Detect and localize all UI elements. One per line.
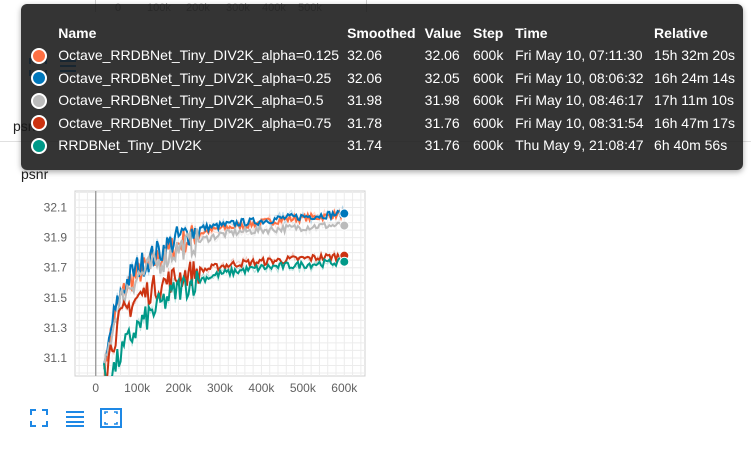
chart-axes: 31.1 31.3 31.5 31.7 31.9 32.1 0 100k 200k 300k 400… [44, 191, 358, 395]
cell-value: 32.06 [424, 47, 460, 64]
tooltip-row: Octave_RRDBNet_Tiny_DIV2K_alpha=0.125 32.… [31, 44, 743, 67]
cell-value: 31.76 [424, 137, 460, 154]
cell-swatch [31, 89, 58, 112]
y-tick-label: 31.9 [44, 231, 68, 245]
header-relative: Relative [654, 25, 708, 41]
cell-time: Thu May 9, 21:08:47 [515, 137, 644, 154]
chart-controls [28, 407, 122, 429]
x-tick-label: 500k [290, 381, 317, 395]
y-tick-label: 31.7 [44, 261, 68, 275]
tooltip-row: Octave_RRDBNet_Tiny_DIV2K_alpha=0.75 31.7… [31, 112, 743, 135]
cell-value: 31.76 [424, 114, 460, 131]
y-tick-label: 31.3 [44, 321, 68, 335]
header-time: Time [515, 25, 548, 41]
y-tick-label: 31.5 [44, 291, 68, 305]
cell-smoothed: 32.06 [347, 69, 383, 86]
x-tick-label: 600k [331, 381, 358, 395]
cell-smoothed: 31.74 [347, 137, 383, 154]
cell-smoothed: 31.78 [347, 114, 383, 131]
cell-time: Fri May 10, 08:06:32 [515, 69, 644, 86]
series-endpoint [339, 256, 350, 267]
cell-name: RRDBNet_Tiny_DIV2K [58, 137, 202, 154]
tooltip-row: Octave_RRDBNet_Tiny_DIV2K_alpha=0.25 32.0… [31, 67, 743, 90]
cell-value: 31.98 [424, 92, 460, 109]
series-endpoints [339, 208, 350, 267]
cell-step: 600k [472, 114, 504, 131]
cell-relative: 16h 47m 17s [654, 114, 735, 131]
psnr-line-chart[interactable]: 31.1 31.3 31.5 31.7 31.9 32.1 0 100k 200k 300k 400… [0, 180, 380, 395]
x-tick-label: 100k [124, 381, 151, 395]
y-tick-label: 31.1 [44, 351, 68, 365]
fit-domain-button[interactable] [100, 407, 122, 429]
cell-name: Octave_RRDBNet_Tiny_DIV2K_alpha=0.125 [58, 47, 340, 64]
cell-swatch [31, 67, 58, 90]
data-table-button[interactable] [64, 407, 86, 429]
cell-name: Octave_RRDBNet_Tiny_DIV2K_alpha=0.5 [58, 92, 324, 109]
cell-swatch [31, 112, 58, 135]
cell-smoothed: 31.98 [347, 92, 383, 109]
series-color-swatch [31, 115, 47, 132]
cell-relative: 15h 32m 20s [654, 47, 735, 64]
cell-time: Fri May 10, 07:11:30 [515, 47, 643, 64]
data-table-icon [66, 411, 84, 427]
series-endpoint [339, 208, 350, 219]
cell-swatch [31, 44, 58, 67]
series-line [103, 208, 345, 376]
series-color-swatch [31, 47, 47, 64]
cell-relative: 17h 11m 10s [654, 92, 734, 109]
series-color-swatch [31, 70, 47, 87]
cell-swatch [31, 134, 58, 157]
tooltip-row: Octave_RRDBNet_Tiny_DIV2K_alpha=0.5 31.98… [31, 89, 743, 112]
x-tick-label: 300k [207, 381, 234, 395]
tooltip-table: Name Smoothed Value Step Time Relative O… [31, 22, 743, 157]
smoothed-series-layer [103, 208, 346, 376]
cell-value: 32.05 [424, 69, 460, 86]
y-tick-label: 32.1 [44, 201, 68, 215]
header-value: Value [424, 25, 462, 41]
cell-name: Octave_RRDBNet_Tiny_DIV2K_alpha=0.25 [58, 69, 332, 86]
fit-domain-icon [100, 408, 122, 428]
x-tick-label: 400k [248, 381, 275, 395]
series-line [103, 221, 346, 370]
x-tick-label: 0 [92, 381, 99, 395]
series-line [106, 251, 346, 376]
header-smoothed: Smoothed [347, 25, 416, 41]
tooltip-header-row: Name Smoothed Value Step Time Relative [31, 22, 743, 44]
cell-name: Octave_RRDBNet_Tiny_DIV2K_alpha=0.75 [58, 114, 332, 131]
fullscreen-button[interactable] [28, 407, 50, 429]
tooltip-row: RRDBNet_Tiny_DIV2K 31.74 31.76 600k Thu May … [31, 134, 743, 157]
series-color-swatch [31, 137, 47, 154]
series-endpoint [339, 220, 350, 231]
cell-time: Fri May 10, 08:46:17 [515, 92, 644, 109]
header-name: Name [58, 25, 97, 41]
cell-relative: 6h 40m 56s [654, 137, 728, 154]
series-color-swatch [31, 92, 47, 109]
cell-smoothed: 32.06 [347, 47, 383, 64]
hover-tooltip: Name Smoothed Value Step Time Relative O… [21, 4, 743, 170]
cell-relative: 16h 24m 14s [654, 69, 735, 86]
x-tick-label: 200k [166, 381, 193, 395]
chart-title: psnr [21, 166, 49, 182]
cell-step: 600k [472, 92, 504, 109]
cell-step: 600k [472, 69, 504, 86]
cell-step: 600k [472, 47, 504, 64]
cell-time: Fri May 10, 08:31:54 [515, 114, 644, 131]
series-line [103, 257, 346, 376]
header-step: Step [472, 25, 504, 41]
fullscreen-icon [30, 409, 48, 427]
cell-step: 600k [472, 137, 504, 154]
